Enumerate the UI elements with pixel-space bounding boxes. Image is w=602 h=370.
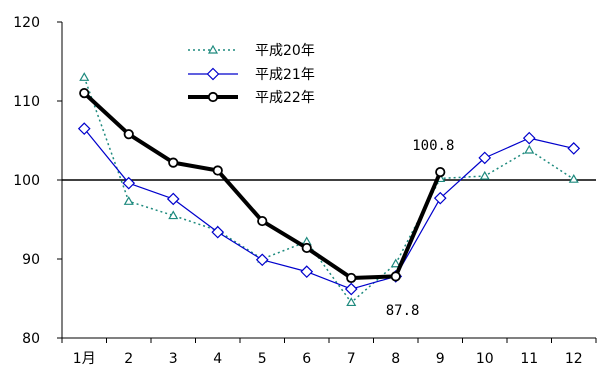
data-point [568, 174, 579, 183]
data-point [301, 242, 312, 254]
data-point [522, 131, 536, 145]
legend-marker [207, 91, 219, 103]
x-tick-label: 2 [124, 351, 133, 367]
data-point [123, 196, 134, 205]
data-label-sep: 100.8 [412, 138, 454, 154]
data-point [478, 151, 492, 165]
data-label-aug: 87.8 [386, 303, 420, 319]
data-point [212, 165, 223, 176]
legend-label: 平成22年 [255, 90, 315, 106]
series-line [83, 128, 574, 290]
data-point [168, 157, 179, 168]
x-tick-label: 9 [436, 351, 445, 367]
data-point [435, 167, 446, 178]
data-point [479, 170, 490, 180]
legend-label: 平成20年 [255, 43, 315, 59]
y-tick-label: 90 [22, 252, 40, 268]
data-point [390, 271, 401, 282]
data-point [211, 225, 225, 239]
x-tick-label: 10 [476, 351, 494, 367]
data-point [255, 253, 269, 267]
legend-entry: 平成21年 [188, 67, 315, 83]
data-point [346, 297, 357, 307]
y-tick-label: 120 [13, 15, 40, 31]
data-point [344, 282, 358, 296]
data-point [257, 215, 268, 227]
data-point [123, 129, 134, 140]
data-point [79, 88, 90, 99]
x-tick-label: 7 [347, 351, 356, 367]
chart-axes: 80 90 100 110 120 1月 2 3 4 5 6 7 8 9 10 11 12 [13, 15, 597, 367]
legend-marker [207, 44, 219, 54]
series-3 [79, 88, 446, 284]
legend-label: 平成21年 [255, 67, 315, 83]
data-point [390, 258, 401, 268]
data-point [433, 191, 447, 205]
data-point [79, 72, 90, 81]
y-tick-label: 80 [22, 331, 40, 347]
x-tick-label: 8 [391, 351, 400, 367]
data-point [168, 210, 179, 220]
data-point [122, 176, 136, 190]
legend-entry: 平成20年 [188, 43, 315, 59]
series-line [83, 77, 575, 304]
x-tick-label: 12 [565, 351, 583, 367]
x-tick-label: 3 [169, 351, 178, 367]
x-tick-label: 4 [213, 351, 222, 367]
series-line [82, 91, 443, 280]
data-point [524, 144, 535, 154]
y-tick-label: 110 [13, 94, 40, 110]
data-point [77, 122, 91, 135]
x-tick-label: 5 [258, 351, 267, 367]
x-tick-label: 6 [302, 351, 311, 367]
legend-entry: 平成22年 [188, 90, 315, 106]
legend-marker [206, 67, 220, 81]
x-tick-label: 1月 [73, 351, 96, 367]
x-tick-label: 11 [520, 351, 538, 367]
y-tick-label: 100 [13, 173, 40, 189]
data-point [166, 192, 180, 206]
data-point [300, 265, 314, 278]
series-1 [79, 72, 579, 307]
data-point [346, 272, 357, 284]
data-point [567, 142, 581, 155]
series-layer [77, 72, 581, 307]
annotations-layer: 87.8 100.8 [386, 138, 455, 319]
